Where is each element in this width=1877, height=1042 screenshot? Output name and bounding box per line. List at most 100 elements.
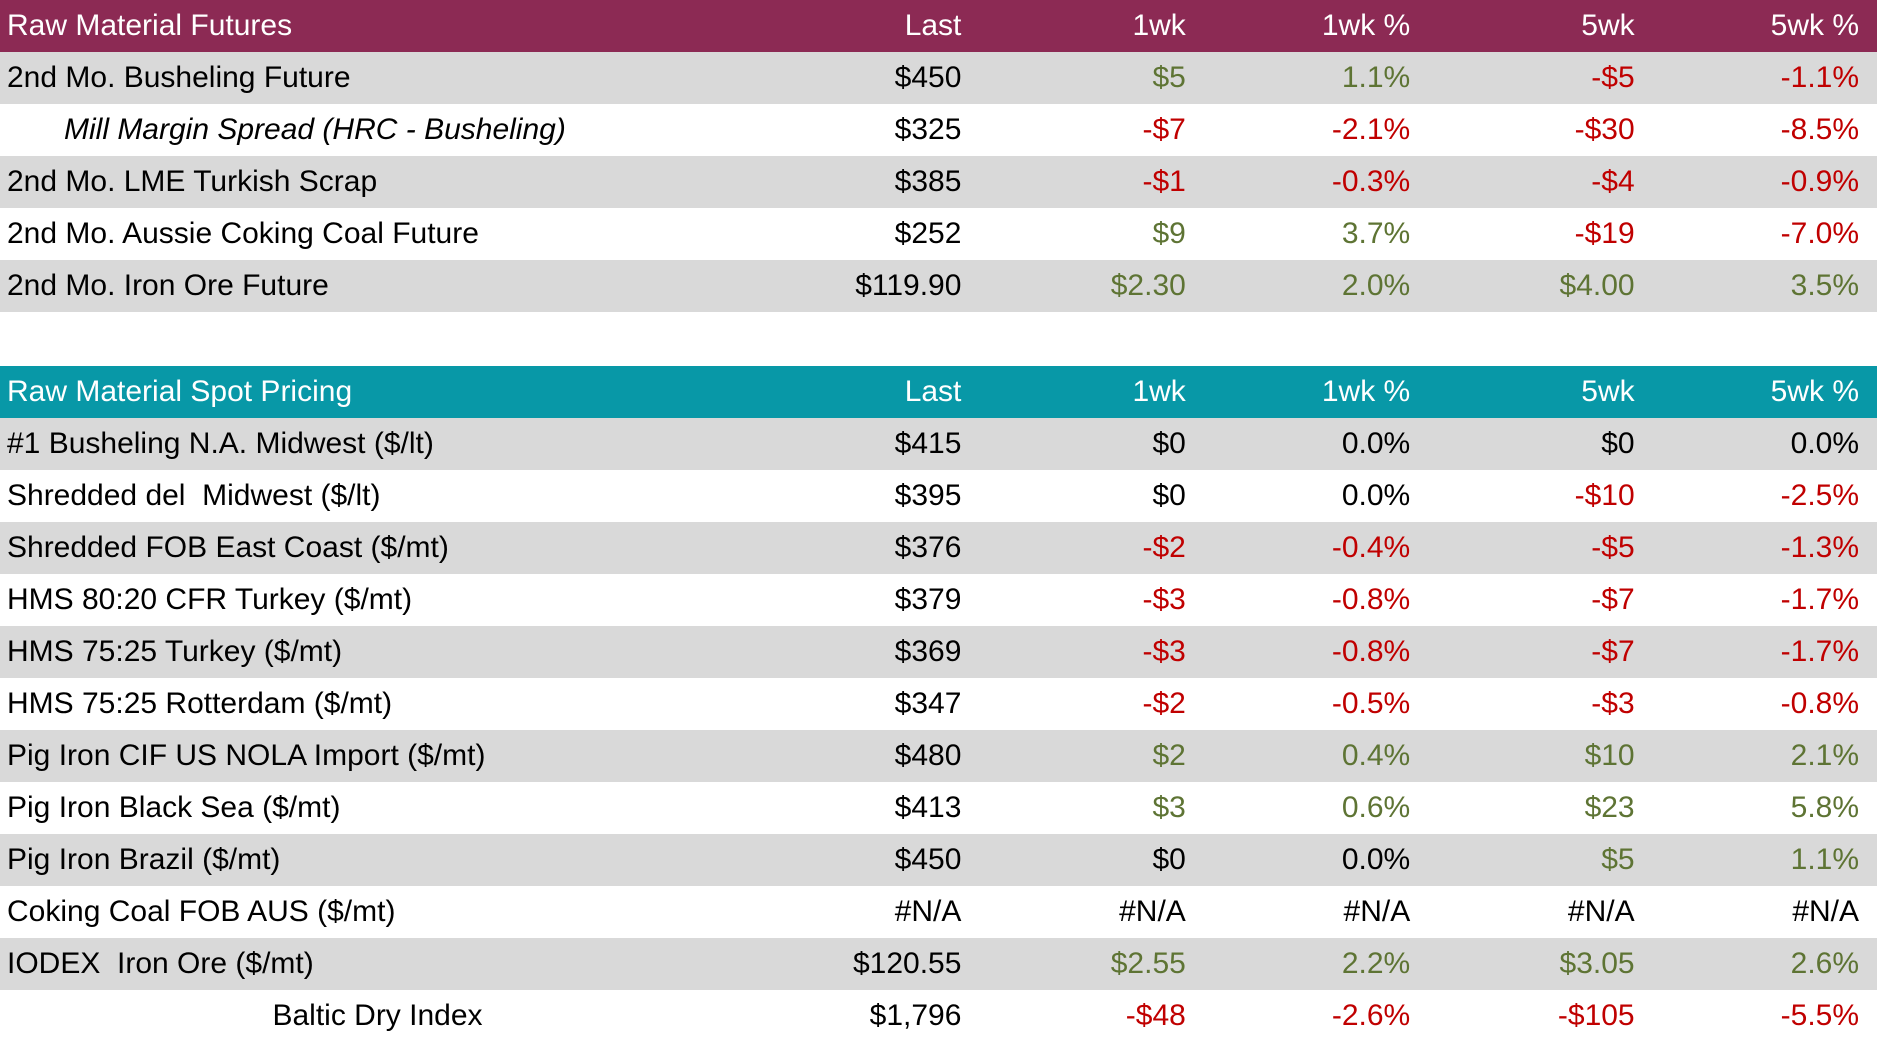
row-label: Pig Iron CIF US NOLA Import ($/mt) (7, 739, 486, 772)
table-title: Raw Material Spot Pricing (7, 375, 353, 408)
table-row: #1 Busheling N.A. Midwest ($/lt) $415 $0 0.… (0, 418, 1877, 470)
value-cell: -$5 (1591, 531, 1635, 564)
value-cell: 5.8% (1790, 791, 1860, 824)
row-label: Mill Margin Spread (HRC - Busheling) (64, 113, 566, 146)
column-header-5wk: 5wk (1581, 9, 1635, 42)
value-cell: $385 (894, 165, 962, 198)
table-row: Pig Iron Black Sea ($/mt) $413 $3 0.6% $23 5.… (0, 782, 1877, 834)
column-header-1wk-pct: 1wk % (1321, 375, 1411, 408)
row-label: 2nd Mo. Iron Ore Future (7, 269, 329, 302)
value-cell: #N/A (1567, 895, 1635, 928)
column-header-1wk: 1wk (1132, 9, 1186, 42)
table-gap (0, 312, 1877, 366)
row-label: Baltic Dry Index (272, 999, 483, 1032)
value-cell: $5 (1601, 843, 1635, 876)
row-label: 2nd Mo. Aussie Coking Coal Future (7, 217, 479, 250)
value-cell: -$3 (1142, 635, 1186, 668)
row-label: HMS 75:25 Rotterdam ($/mt) (7, 687, 393, 720)
value-cell: $413 (894, 791, 962, 824)
value-cell: $325 (894, 113, 962, 146)
value-cell: 0.0% (1790, 427, 1860, 460)
value-cell: $415 (894, 427, 962, 460)
futures-table-body: 2nd Mo. Busheling Future $450 $5 1.1% -$5 -1.… (0, 52, 1877, 312)
value-cell: $0 (1601, 427, 1635, 460)
raw-material-futures-table: Raw Material Futures Last 1wk 1wk % 5wk … (0, 0, 1877, 312)
value-cell: $4.00 (1559, 269, 1635, 302)
table-row: 2nd Mo. Aussie Coking Coal Future $252 $9 3… (0, 208, 1877, 260)
value-cell: -1.1% (1780, 61, 1860, 94)
value-cell: -5.5% (1780, 999, 1860, 1032)
value-cell: -1.7% (1780, 583, 1860, 616)
value-cell: $252 (894, 217, 962, 250)
value-cell: -0.8% (1331, 635, 1411, 668)
value-cell: -0.5% (1331, 687, 1411, 720)
futures-header-row: Raw Material Futures Last 1wk 1wk % 5wk … (0, 0, 1877, 52)
value-cell: 2.6% (1790, 947, 1860, 980)
value-cell: -1.3% (1780, 531, 1860, 564)
value-cell: $119.90 (855, 269, 962, 302)
value-cell: $1,796 (869, 999, 962, 1032)
value-cell: 0.4% (1341, 739, 1411, 772)
value-cell: 2.2% (1341, 947, 1411, 980)
row-label: HMS 75:25 Turkey ($/mt) (7, 635, 343, 668)
value-cell: $347 (894, 687, 962, 720)
value-cell: -$7 (1591, 583, 1635, 616)
table-title: Raw Material Futures (7, 9, 293, 42)
value-cell: #N/A (1119, 895, 1186, 928)
row-label: 2nd Mo. Busheling Future (7, 61, 351, 94)
spot-table-body: #1 Busheling N.A. Midwest ($/lt) $415 $0 0.… (0, 418, 1877, 1042)
value-cell: 1.1% (1790, 843, 1860, 876)
value-cell: 0.0% (1341, 427, 1411, 460)
value-cell: $480 (894, 739, 962, 772)
value-cell: $0 (1152, 479, 1186, 512)
value-cell: $2 (1152, 739, 1186, 772)
value-cell: $3.05 (1559, 947, 1635, 980)
value-cell: 3.5% (1790, 269, 1860, 302)
table-row: 2nd Mo. LME Turkish Scrap $385 -$1 -0.3% -$4… (0, 156, 1877, 208)
table-row: Shredded FOB East Coast ($/mt) $376 -$2 -0.… (0, 522, 1877, 574)
value-cell: 0.6% (1341, 791, 1411, 824)
spot-header-row: Raw Material Spot Pricing Last 1wk 1wk %… (0, 366, 1877, 418)
value-cell: -$105 (1557, 999, 1635, 1032)
value-cell: $9 (1152, 217, 1186, 250)
value-cell: $379 (894, 583, 962, 616)
value-cell: -0.3% (1331, 165, 1411, 198)
raw-material-spot-pricing-table: Raw Material Spot Pricing Last 1wk 1wk %… (0, 366, 1877, 1042)
value-cell: -$10 (1574, 479, 1635, 512)
value-cell: 2.0% (1341, 269, 1411, 302)
value-cell: $395 (894, 479, 962, 512)
value-cell: $23 (1584, 791, 1635, 824)
value-cell: -0.8% (1331, 583, 1411, 616)
value-cell: -7.0% (1780, 217, 1860, 250)
column-header-last: Last (904, 9, 962, 42)
table-row: Baltic Dry Index $1,796 -$48 -2.6% -$105 -5.5… (0, 990, 1877, 1042)
row-label: HMS 80:20 CFR Turkey ($/mt) (7, 583, 413, 616)
table-row: 2nd Mo. Busheling Future $450 $5 1.1% -$5 -1.… (0, 52, 1877, 104)
column-header-5wk-pct: 5wk % (1770, 375, 1860, 408)
value-cell: 1.1% (1341, 61, 1411, 94)
value-cell: -2.6% (1331, 999, 1411, 1032)
value-cell: $450 (894, 61, 962, 94)
value-cell: 0.0% (1341, 843, 1411, 876)
table-row: HMS 75:25 Turkey ($/mt) $369 -$3 -0.8% -$7 -1… (0, 626, 1877, 678)
value-cell: $376 (894, 531, 962, 564)
row-label: 2nd Mo. LME Turkish Scrap (7, 165, 378, 198)
value-cell: -$2 (1142, 687, 1186, 720)
row-label: Shredded FOB East Coast ($/mt) (7, 531, 449, 564)
value-cell: $369 (894, 635, 962, 668)
value-cell: -1.7% (1780, 635, 1860, 668)
table-row: Shredded del Midwest ($/lt) $395 $0 0.0% -$1… (0, 470, 1877, 522)
table-row: Mill Margin Spread (HRC - Busheling) $325… (0, 104, 1877, 156)
column-header-last: Last (904, 375, 962, 408)
value-cell: $5 (1152, 61, 1186, 94)
value-cell: -$30 (1574, 113, 1635, 146)
column-header-1wk: 1wk (1132, 375, 1186, 408)
value-cell: $2.55 (1110, 947, 1186, 980)
row-label: Shredded del Midwest ($/lt) (7, 479, 381, 512)
table-row: HMS 75:25 Rotterdam ($/mt) $347 -$2 -0.5% -$… (0, 678, 1877, 730)
value-cell: -$3 (1591, 687, 1635, 720)
value-cell: -$3 (1142, 583, 1186, 616)
value-cell: -2.5% (1780, 479, 1860, 512)
value-cell: #N/A (1792, 895, 1860, 928)
